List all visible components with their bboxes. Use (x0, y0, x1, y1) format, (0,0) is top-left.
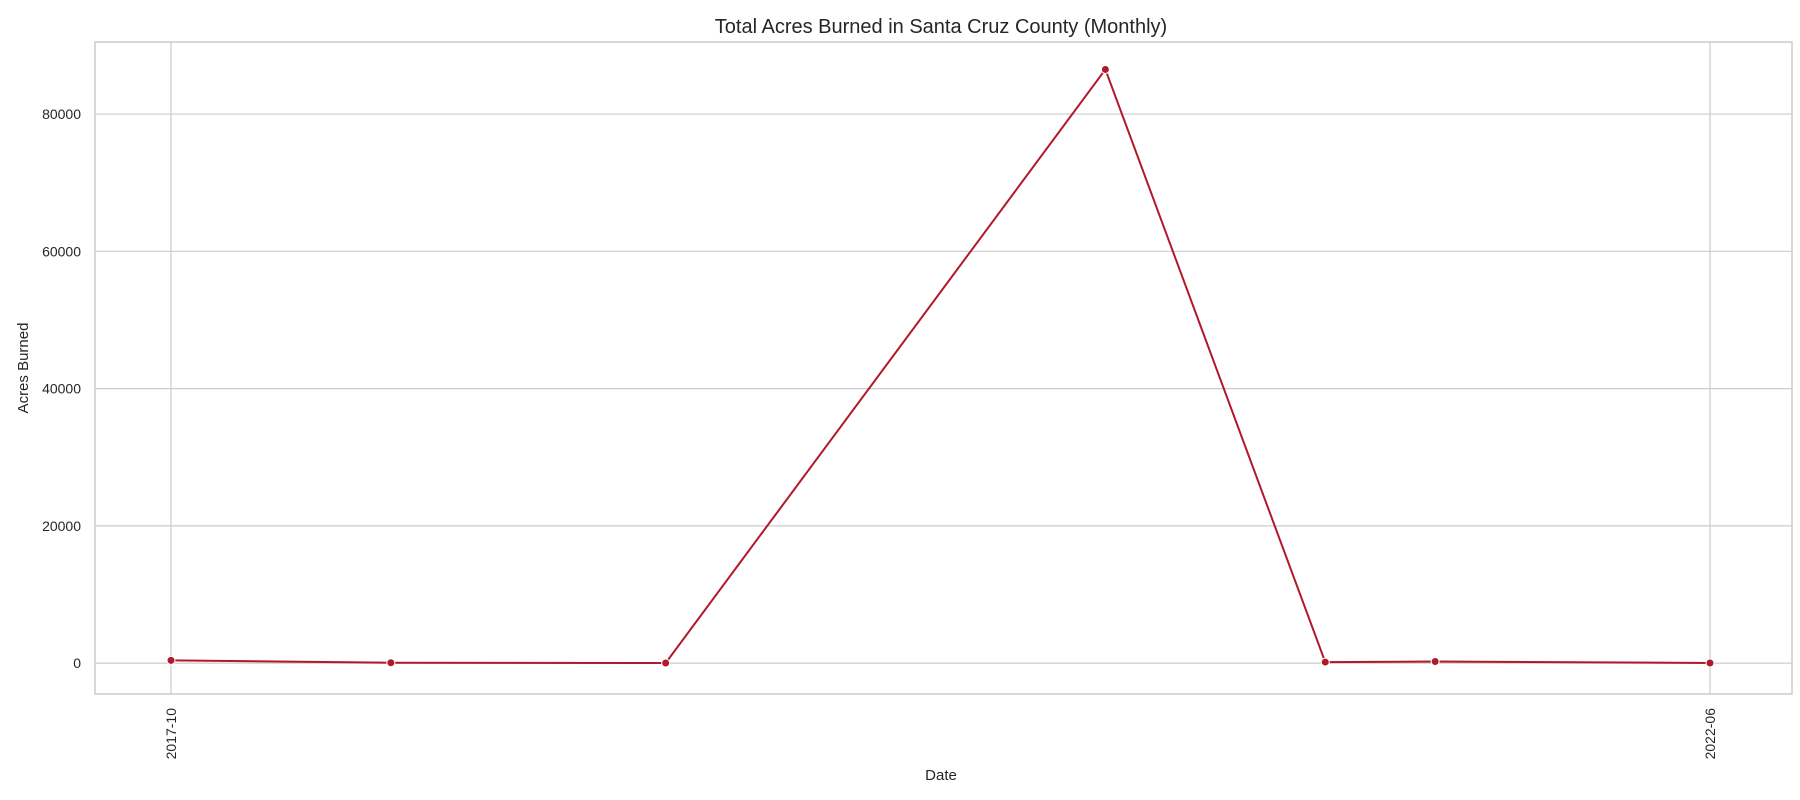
x-tick-label: 2017-10 (163, 708, 179, 760)
grid (95, 42, 1792, 694)
x-axis-ticks: 2017-10 2022-06 (163, 708, 1718, 760)
data-point (1705, 658, 1715, 668)
plot-frame (94, 41, 1793, 695)
x-tick-label: 2022-06 (1702, 708, 1718, 760)
chart-title: Total Acres Burned in Santa Cruz County … (715, 16, 1167, 38)
x-axis-label: Date (925, 767, 957, 784)
data-point (386, 658, 396, 668)
data-point (1320, 657, 1330, 667)
y-tick-label: 0 (73, 655, 81, 671)
data-point (661, 658, 671, 668)
y-tick-label: 60000 (42, 243, 81, 259)
y-axis-label: Acres Burned (15, 323, 32, 414)
y-tick-label: 40000 (42, 381, 81, 397)
y-tick-label: 80000 (42, 106, 81, 122)
y-axis-ticks: 0 20000 40000 60000 80000 (42, 106, 81, 671)
series-line (170, 67, 1711, 664)
data-point (1100, 64, 1110, 74)
data-point (166, 655, 176, 665)
y-tick-label: 20000 (42, 518, 81, 534)
series-markers (166, 64, 1715, 668)
data-point (1430, 657, 1440, 667)
